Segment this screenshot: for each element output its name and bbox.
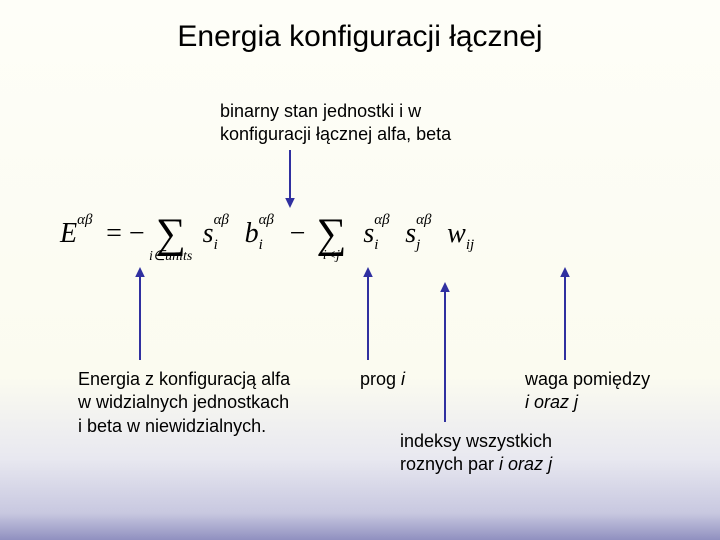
subtitle-line1: binarny stan jednostki i w [220, 101, 421, 121]
formula-w: w ij [447, 218, 466, 250]
arrow-energy-up-head [135, 267, 145, 277]
label-energy-l1: Energia z konfiguracją alfa [78, 369, 290, 389]
label-waga-l2: i oraz j [525, 392, 578, 412]
label-energy: Energia z konfiguracją alfa w widzialnyc… [78, 368, 290, 438]
formula-s1: s αβ i [203, 218, 214, 250]
arrow-subtitle-to-s-head [285, 198, 295, 208]
label-indeks-l2p: roznych par [400, 454, 499, 474]
label-indeks: indeksy wszystkich roznych par i oraz j [400, 430, 552, 477]
label-indeks-l2v: i oraz j [499, 454, 552, 474]
formula-sum1: ∑ i∈units [156, 210, 186, 258]
label-prog: prog i [360, 368, 405, 391]
arrow-prog-up-head [363, 267, 373, 277]
label-waga-l1: waga pomiędzy [525, 369, 650, 389]
formula-E: E αβ [60, 218, 77, 250]
label-prog-var: i [401, 369, 405, 389]
label-indeks-l1: indeksy wszystkich [400, 431, 552, 451]
arrow-waga-up-head [560, 267, 570, 277]
label-prog-prefix: prog [360, 369, 401, 389]
energy-formula: E αβ = − ∑ i∈units s αβ i b αβ i − ∑ i<j… [60, 210, 466, 258]
formula-sum2: ∑ i<j [316, 210, 346, 258]
label-energy-l2: w widzialnych jednostkach [78, 392, 289, 412]
label-waga: waga pomiędzy i oraz j [525, 368, 650, 415]
subtitle-block: binarny stan jednostki i w konfiguracji … [220, 100, 451, 147]
arrow-indeks-up-head [440, 282, 450, 292]
label-energy-l3: i beta w niewidzialnych. [78, 416, 266, 436]
formula-equals: = − [106, 218, 145, 250]
page-title: Energia konfiguracji łącznej [0, 20, 720, 54]
subtitle-line2: konfiguracji łącznej alfa, beta [220, 124, 451, 144]
arrows-layer [0, 0, 720, 540]
formula-s2: s αβ i [363, 218, 374, 250]
formula-s3: s αβ j [405, 218, 416, 250]
formula-b: b αβ i [245, 218, 259, 250]
formula-minus: − [290, 218, 306, 250]
